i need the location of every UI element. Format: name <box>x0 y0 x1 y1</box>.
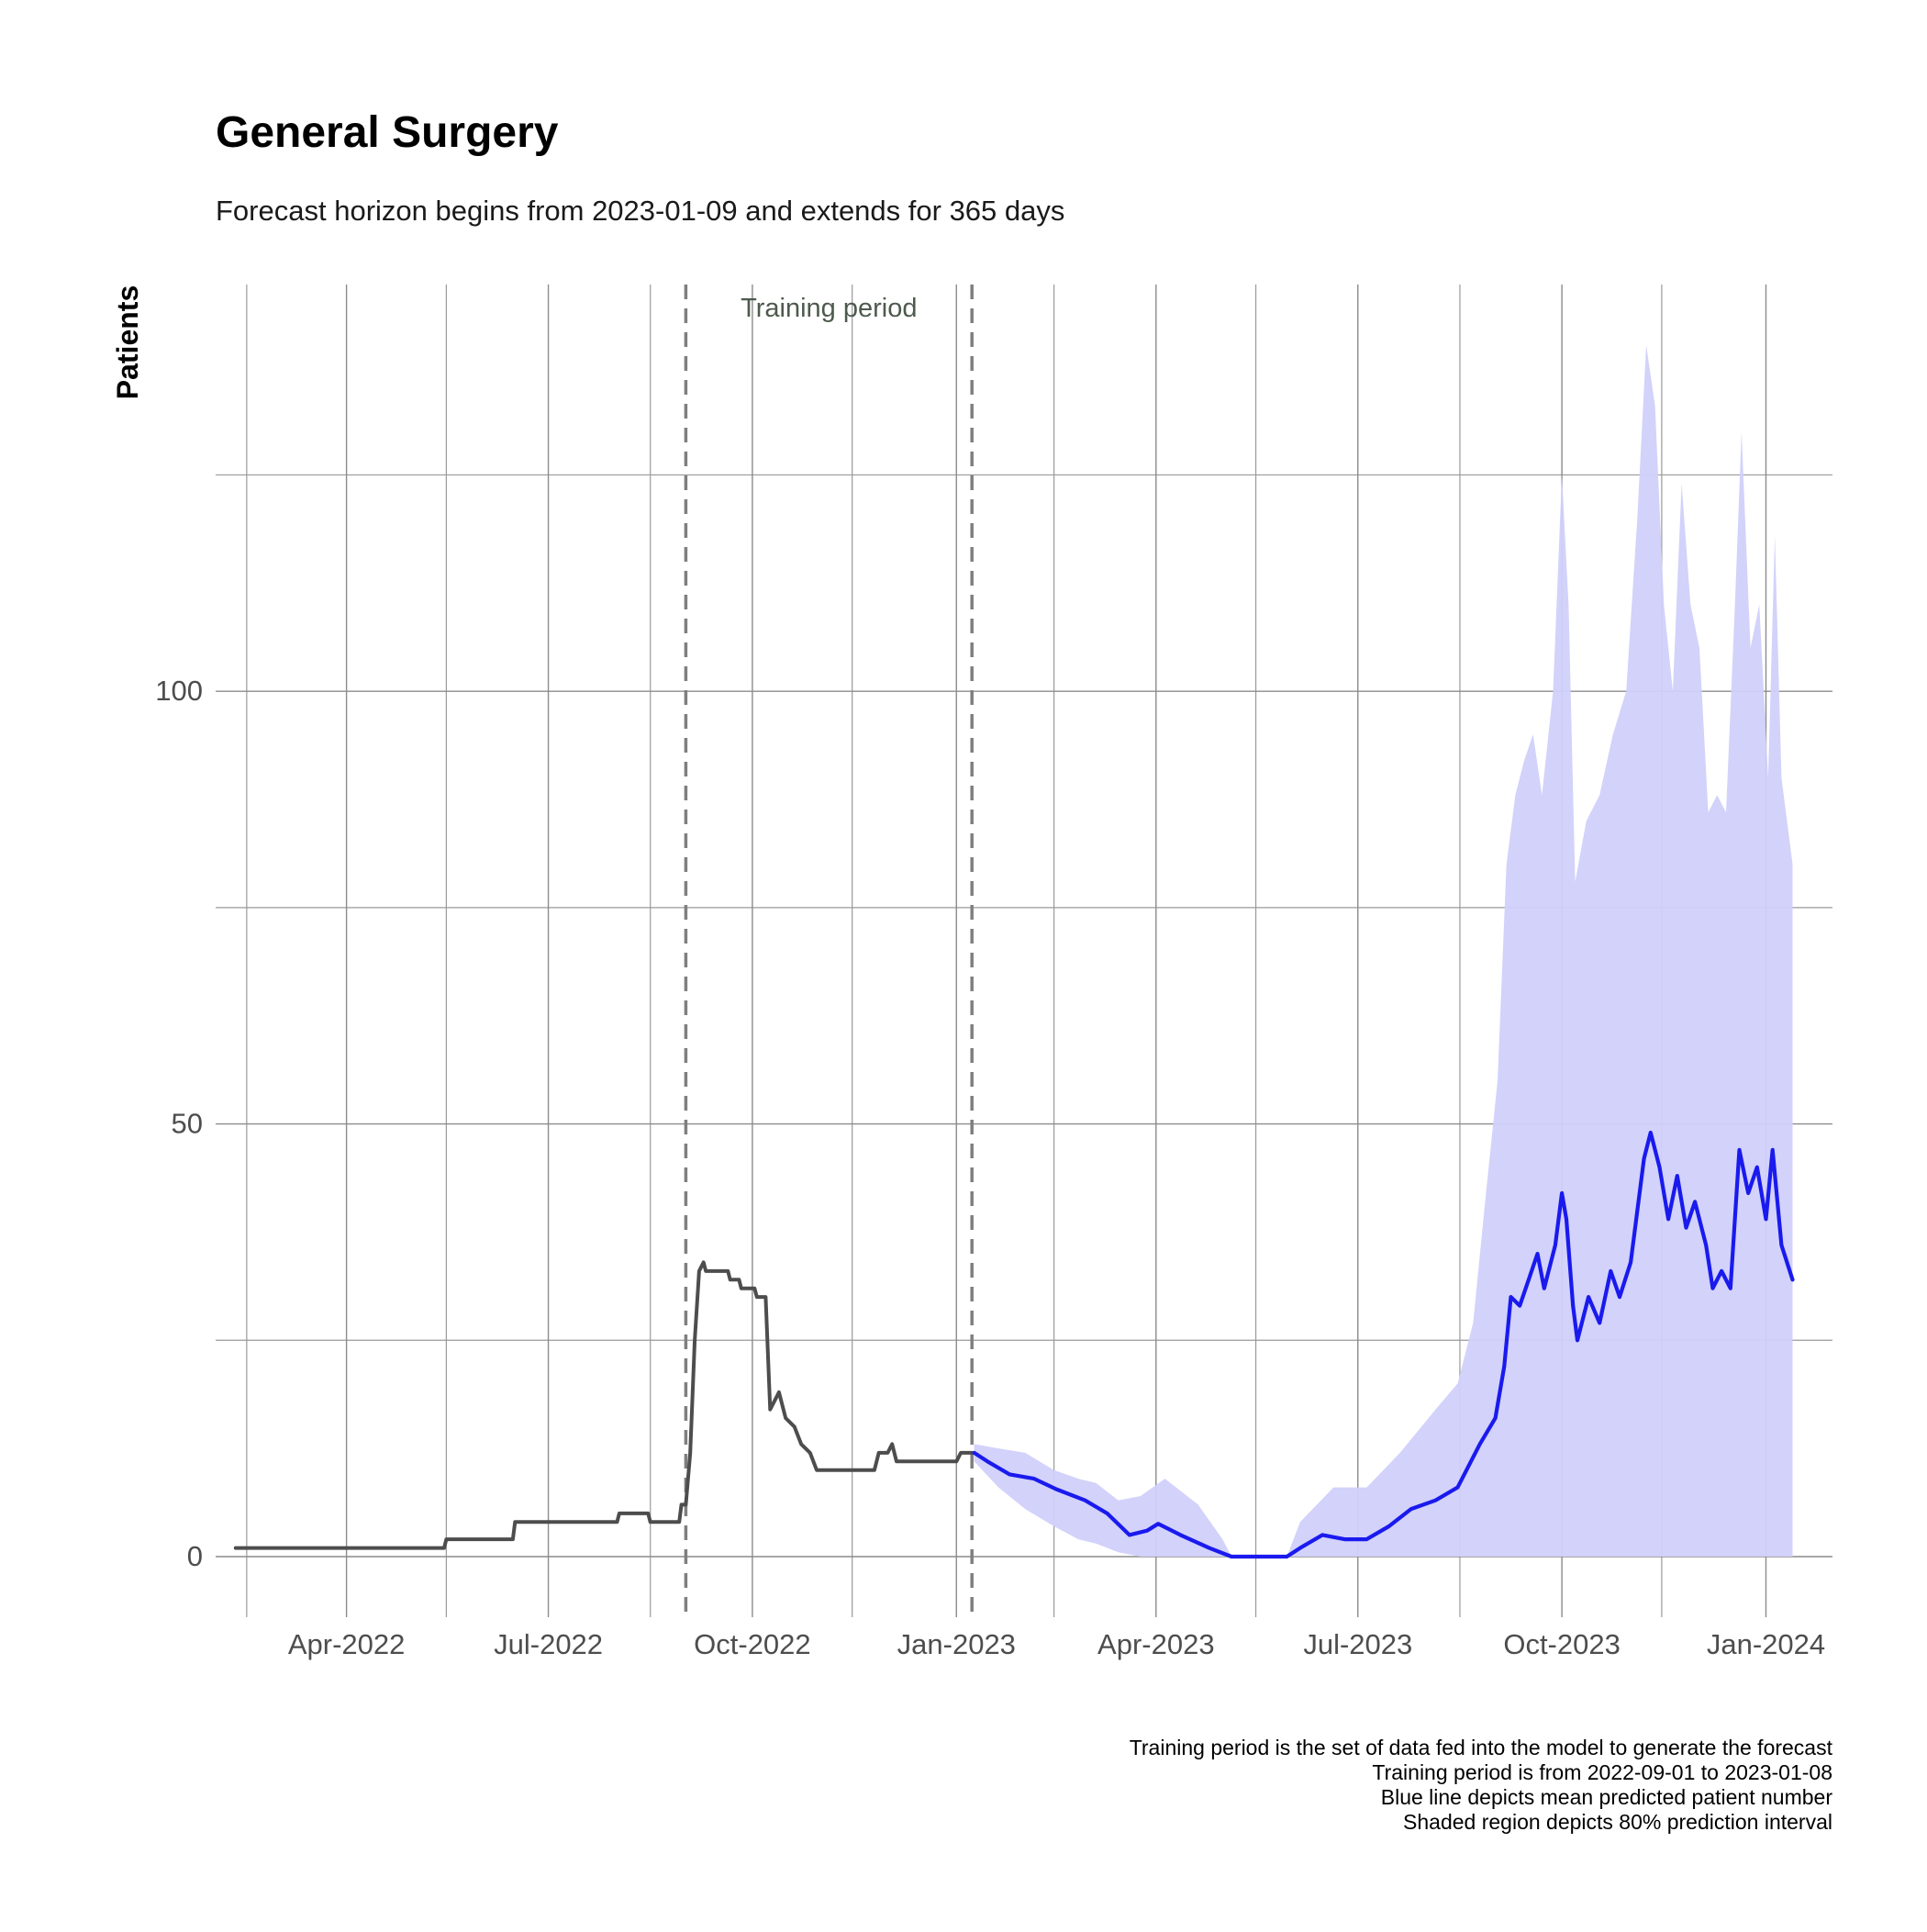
x-tick-label: Apr-2023 <box>1097 1628 1215 1660</box>
y-tick-label: 50 <box>172 1108 203 1140</box>
prediction-interval-layer <box>974 345 1793 1557</box>
series-layer <box>233 1130 1795 1559</box>
x-axis-ticks: Apr-2022 Jul-2022 Oct-2022 Jan-2023 Apr-2023… <box>288 1628 1825 1660</box>
y-axis-label: Patients <box>111 285 144 399</box>
y-tick-label: 100 <box>155 675 203 707</box>
x-tick-label: Oct-2022 <box>694 1628 811 1660</box>
caption: Training period is the set of data fed i… <box>1130 1736 1833 1834</box>
x-tick-label: Jan-2024 <box>1707 1628 1825 1660</box>
training-period-markers <box>684 285 974 1617</box>
observed-series-line <box>233 1260 975 1550</box>
training-period-label: Training period <box>741 294 917 323</box>
forecast-mean-line <box>972 1130 1795 1559</box>
chart-subtitle: Forecast horizon begins from 2023-01-09 … <box>216 195 1064 227</box>
x-tick-label: Jan-2023 <box>897 1628 1016 1660</box>
caption-line: Shaded region depicts 80% prediction int… <box>1403 1810 1832 1834</box>
y-axis-ticks: 0 50 100 <box>155 675 203 1572</box>
caption-line: Training period is from 2022-09-01 to 20… <box>1372 1760 1832 1784</box>
y-tick-label: 0 <box>187 1540 203 1572</box>
caption-line: Training period is the set of data fed i… <box>1130 1736 1833 1759</box>
caption-line: Blue line depicts mean predicted patient… <box>1381 1785 1833 1809</box>
prediction-interval-band <box>974 345 1793 1557</box>
x-tick-label: Jul-2022 <box>494 1628 603 1660</box>
x-tick-label: Oct-2023 <box>1503 1628 1621 1660</box>
x-tick-label: Apr-2022 <box>288 1628 406 1660</box>
x-tick-label: Jul-2023 <box>1303 1628 1412 1660</box>
chart-title: General Surgery <box>216 108 559 157</box>
